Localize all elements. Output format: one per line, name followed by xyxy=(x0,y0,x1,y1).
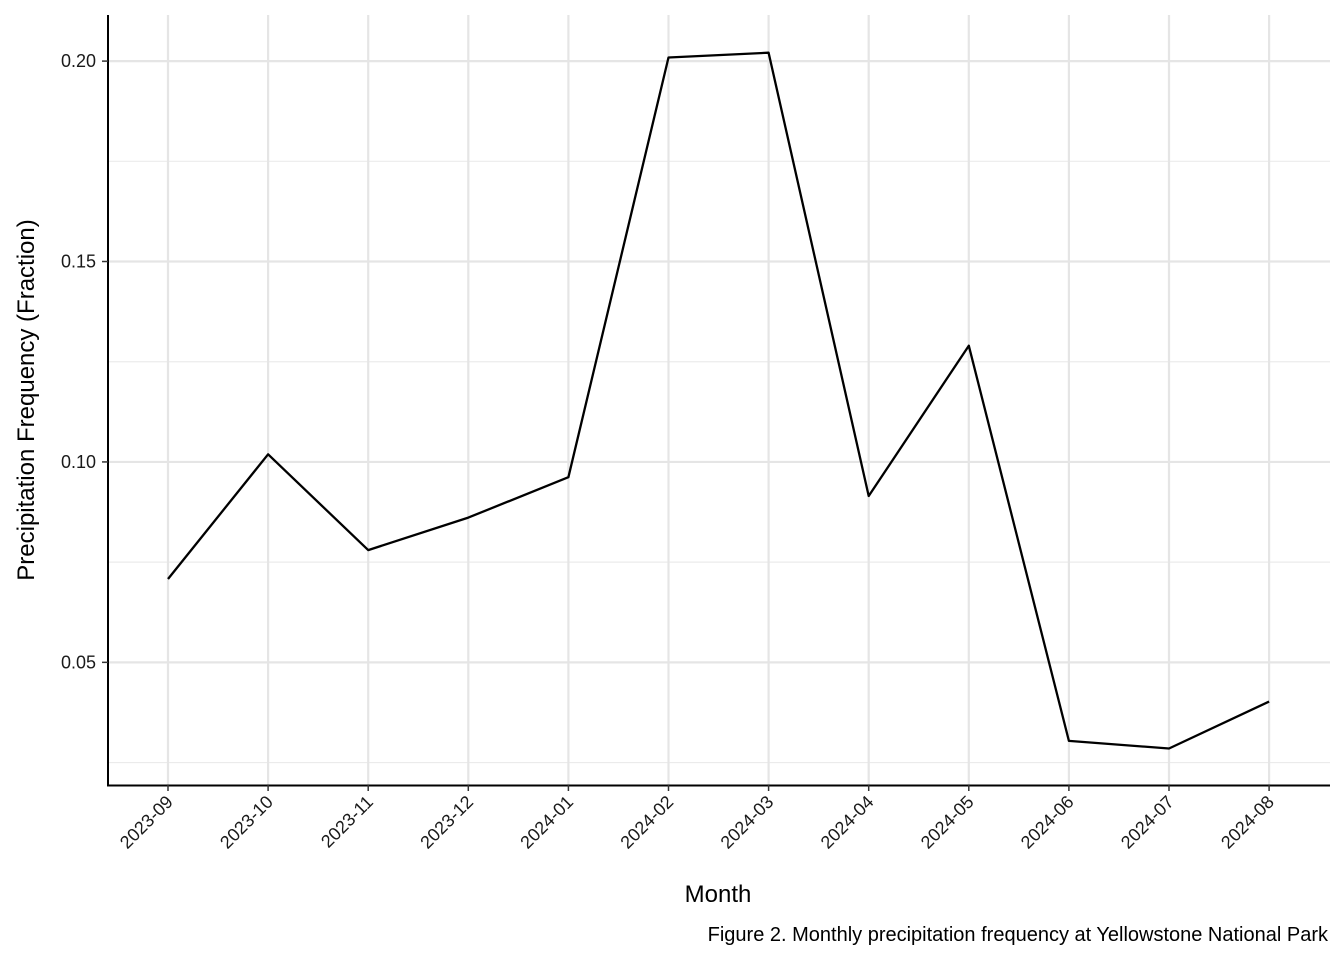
x-tick-label: 2023-10 xyxy=(216,792,277,853)
x-tick-label: 2023-09 xyxy=(116,792,177,853)
x-ticks: 2023-09 2023-10 2023-11 2023-12 2024-01 2024-… xyxy=(116,785,1278,853)
series-line xyxy=(167,51,1270,750)
grid xyxy=(108,15,1330,785)
y-tick-label: 0.20 xyxy=(61,51,96,71)
x-tick-label: 2024-07 xyxy=(1117,792,1178,853)
figure-caption: Figure 2. Monthly precipitation frequenc… xyxy=(708,924,1329,946)
x-tick-label: 2024-05 xyxy=(917,792,978,853)
x-tick-label: 2024-06 xyxy=(1017,792,1078,853)
x-tick-label: 2023-12 xyxy=(416,792,477,853)
x-tick-label: 2023-11 xyxy=(317,792,377,852)
axes xyxy=(107,15,1330,787)
y-tick-label: 0.10 xyxy=(61,452,96,472)
y-tick-label: 0.15 xyxy=(61,252,96,272)
x-tick-label: 2024-08 xyxy=(1217,792,1278,853)
y-axis-title: Precipitation Frequency (Fraction) xyxy=(13,219,40,580)
x-tick-label: 2024-02 xyxy=(616,792,677,853)
y-ticks: 0.05 0.10 0.15 0.20 xyxy=(61,51,108,672)
x-tick-label: 2024-01 xyxy=(516,792,577,853)
x-axis-title: Month xyxy=(685,881,752,908)
x-tick-label: 2024-04 xyxy=(817,792,878,853)
series-lines xyxy=(167,51,1270,750)
x-tick-label: 2024-03 xyxy=(717,792,778,853)
y-tick-label: 0.05 xyxy=(61,652,96,672)
